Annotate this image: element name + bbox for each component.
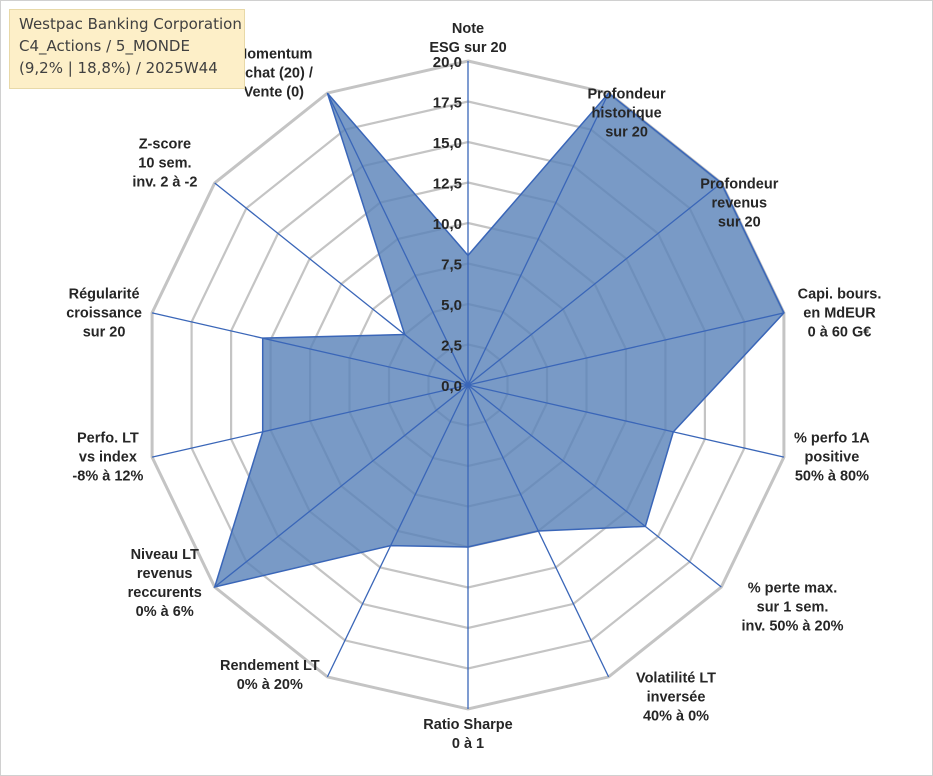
axis-label-line: Vente (0) [244,85,305,101]
company-name: Westpac Banking Corporation [19,15,242,33]
axis-label-line: ESG sur 20 [429,40,506,56]
axis-label-line: 0 à 1 [452,736,484,752]
axis-label-line: Régularité [69,286,140,302]
axis-spoke [326,384,469,678]
axis-label: Ratio Sharpe 0 à 1 [423,717,512,752]
axis-label: % perfo 1A positive 50% à 80% [794,431,870,485]
axis-label-line: % perte max. [748,581,837,597]
series-layer [213,92,785,589]
axis-label-line: Profondeur [700,176,778,192]
axis-label-line: 0% à 6% [136,604,194,620]
tick-label: 7,5 [441,257,462,274]
axis-label-line: sur 20 [605,125,648,141]
axis-label-line: revenus [711,195,767,211]
axis-label-line: Momentum [235,47,312,63]
axis-spoke [214,384,469,588]
series-area [213,92,785,589]
tick-label: 17,5 [433,95,462,112]
axis-label-line: sur 20 [83,324,126,340]
tick-label: 2,5 [441,338,462,355]
axis-label-line: inv. 2 à -2 [132,175,197,191]
axis-label-line: Perfo. LT [77,431,139,447]
axis-label-line: inv. 50% à 20% [741,619,843,635]
axis-label-line: 40% à 0% [643,708,709,724]
axis-label-line: croissance [66,305,142,321]
axis-label-line: 50% à 80% [795,469,869,485]
axis-label: Profondeur revenus sur 20 [700,176,778,230]
axis-label-line: positive [805,450,860,466]
axis-label-line: Rendement LT [220,658,320,674]
axis-label-line: reccurents [128,585,202,601]
axis-label-line: sur 20 [718,214,761,230]
axis-label-line: Capi. bours. [798,286,882,302]
axis-label-line: 10 sem. [138,156,191,172]
axis-spoke [467,384,722,588]
axis-spoke [151,312,469,386]
axis-label-line: % perfo 1A [794,431,870,447]
axis-spoke [214,182,469,386]
axis-label-line: -8% à 12% [72,469,143,485]
tick-label: 5,0 [441,297,462,314]
axis-label-line: Ratio Sharpe [423,717,512,733]
title-box: Westpac Banking Corporation C4_Actions /… [9,9,245,89]
axis-label: Rendement LT 0% à 20% [220,658,320,693]
axis-label-line: revenus [137,566,193,582]
axis-spoke [467,182,722,386]
axis-label-line: Z-score [139,137,191,153]
spoke-layer [151,61,785,709]
tick-layer: 0,0 2,5 5,0 7,5 10,0 12,5 15,0 17,5 20,0 [433,54,462,395]
axis-label: Momentum Achat (20) / Vente (0) [235,47,313,101]
axis-label-line: 0% à 20% [237,677,303,693]
label-layer: Note ESG sur 20 Profondeur historique sur 20… [66,21,881,752]
axis-label-line: historique [592,106,662,122]
tick-label: 15,0 [433,135,462,152]
axis-label-line: en MdEUR [803,305,876,321]
axis-label-line: sur 1 sem. [757,600,829,616]
axis-label: Note ESG sur 20 [429,21,506,56]
axis-label-line: Note [452,21,484,37]
axis-label-line: Volatilité LT [636,670,716,686]
tick-label: 20,0 [433,54,462,71]
axis-label: Perfo. LT vs index -8% à 12% [72,431,143,485]
axis-label: Niveau LT revenus reccurents 0% à 6% [128,547,202,620]
category-label: C4_Actions / 5_MONDE [19,37,190,55]
tick-label: 0,0 [441,378,462,395]
axis-spoke [151,384,469,458]
axis-label: Régularité croissance sur 20 [66,286,142,340]
axis-label: Volatilité LT inversée 40% à 0% [636,670,716,724]
axis-spoke [467,92,610,386]
axis-label: Capi. bours. en MdEUR 0 à 60 G€ [798,286,882,340]
axis-label: Z-score 10 sem. inv. 2 à -2 [132,137,197,191]
axis-spoke [467,384,610,678]
tick-label: 10,0 [433,216,462,233]
axis-label-line: vs index [79,450,137,466]
axis-label: % perte max. sur 1 sem. inv. 50% à 20% [741,581,843,635]
axis-label-line: 0 à 60 G€ [808,324,872,340]
axis-spoke [326,92,469,386]
axis-label-line: Achat (20) / [235,66,313,82]
tick-label: 12,5 [433,176,462,193]
axis-spoke [467,312,785,386]
axis-label-line: inversée [647,689,706,705]
axis-label: Profondeur historique sur 20 [588,87,666,141]
axis-label-line: Niveau LT [131,547,199,563]
axis-label-line: Profondeur [588,87,666,103]
axis-spoke [467,384,785,458]
score-week-label: (9,2% | 18,8%) / 2025W44 [19,59,218,77]
